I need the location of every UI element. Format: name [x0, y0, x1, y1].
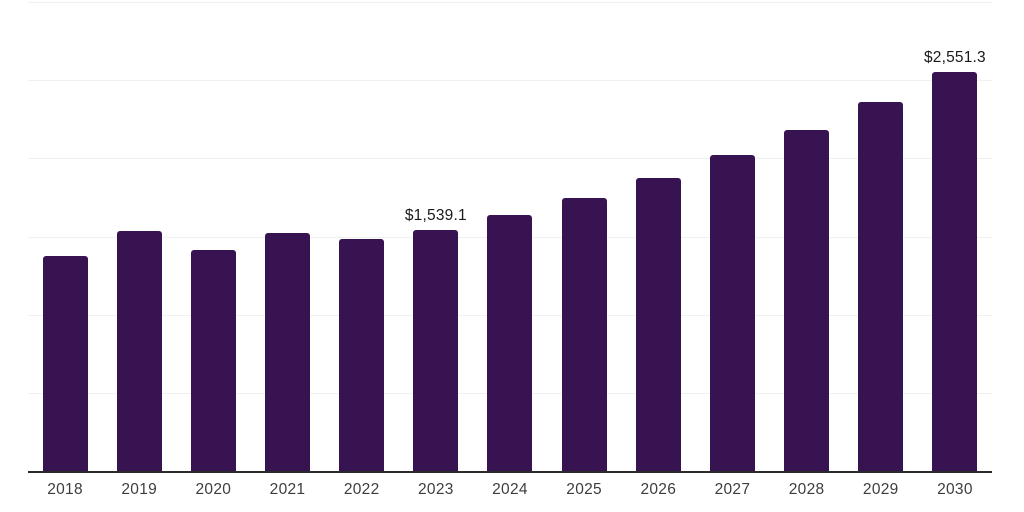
x-tick-label-2025: 2025 [566, 481, 602, 498]
bar-2022 [339, 239, 385, 471]
plot-area: $1,539.1 $2,551.3 [28, 2, 992, 473]
bar-2029 [858, 102, 904, 471]
bar-2024 [487, 214, 533, 471]
bar-slot-2026 [621, 2, 695, 471]
bar-2026 [635, 178, 681, 471]
bar-2021 [265, 232, 311, 471]
x-tick-label-2030: 2030 [937, 481, 973, 498]
bar-2028 [784, 130, 830, 471]
bar-slot-2028 [770, 2, 844, 471]
x-axis-tick-labels: 2018 2019 2020 2021 2022 2023 2024 2025 2026 2027… [28, 481, 992, 503]
x-tick-label-2026: 2026 [640, 481, 677, 498]
bar-slot-2029 [844, 2, 918, 471]
x-tick-label-2024: 2024 [492, 481, 528, 498]
gridline-2000 [28, 158, 992, 160]
x-tick-label-2022: 2022 [343, 481, 380, 498]
x-tick-label-2020: 2020 [195, 481, 232, 498]
x-tick-label-2021: 2021 [269, 481, 306, 498]
bar-slot-2025 [547, 2, 621, 471]
bar-2018 [42, 256, 88, 471]
bar-slot-2018 [28, 2, 102, 471]
bar-slot-2030: $2,551.3 [918, 2, 992, 471]
bar-value-label-2023: $1,539.1 [404, 207, 467, 225]
bar-slot-2023: $1,539.1 [399, 2, 473, 471]
bar-2025 [561, 198, 607, 471]
bar-slot-2027 [695, 2, 769, 471]
bar-slot-2019 [102, 2, 176, 471]
bar-value-label-2030: $2,551.3 [923, 49, 986, 67]
x-tick-label-2023: 2023 [417, 481, 454, 498]
gridline-2500 [28, 80, 992, 82]
x-tick-label-2027: 2027 [714, 481, 751, 498]
bar-slot-2020 [176, 2, 250, 471]
x-tick-label-2018: 2018 [47, 481, 83, 498]
bar-2020 [190, 250, 236, 471]
bar-slot-2024 [473, 2, 547, 471]
gridline-3000 [28, 2, 992, 3]
bar-2030: $2,551.3 [924, 49, 986, 471]
bar-slot-2022 [325, 2, 399, 471]
bar-2023: $1,539.1 [405, 207, 467, 471]
x-axis-line [28, 471, 992, 473]
bar-slot-2021 [250, 2, 324, 471]
bar-2027 [709, 155, 755, 471]
x-tick-label-2019: 2019 [121, 481, 158, 498]
bar-2019 [116, 231, 162, 471]
x-tick-label-2029: 2029 [862, 481, 899, 498]
x-tick-label-2028: 2028 [788, 481, 825, 498]
